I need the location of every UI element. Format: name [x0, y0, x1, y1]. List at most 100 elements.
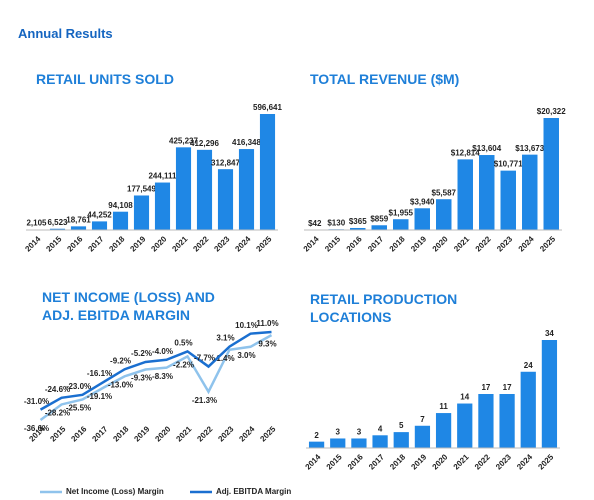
- value-label: -9.2%: [110, 356, 131, 365]
- chart-title: RETAIL PRODUCTION LOCATIONS: [310, 291, 458, 325]
- x-tick-label: 2021: [174, 424, 193, 443]
- series-line: [39, 334, 273, 422]
- value-label: -5.2%: [131, 349, 152, 358]
- value-label: 416,348: [232, 138, 261, 147]
- value-label: -13.0%: [108, 380, 133, 389]
- value-label: $42: [308, 219, 322, 228]
- bar: [308, 441, 325, 448]
- bar: [49, 228, 66, 230]
- x-tick-label: 2022: [473, 452, 492, 471]
- x-tick-label: 2018: [107, 234, 126, 253]
- value-label: 14: [460, 393, 469, 402]
- chart-title: TOTAL REVENUE ($M): [310, 71, 460, 87]
- value-label: -16.1%: [87, 369, 112, 378]
- value-label: -4.0%: [152, 347, 173, 356]
- value-label: $3,940: [410, 197, 435, 206]
- bar: [393, 432, 409, 448]
- value-label: 596,641: [253, 103, 282, 112]
- bar: [541, 340, 558, 448]
- value-label: 6,523: [47, 218, 68, 227]
- value-label: $1,955: [389, 208, 414, 217]
- value-label: 425,237: [169, 136, 198, 145]
- value-label: 3: [336, 428, 341, 437]
- value-label: 9.3%: [258, 339, 276, 348]
- value-label: 1.4%: [216, 354, 234, 363]
- bar: [457, 159, 473, 230]
- value-label: -7.7%: [194, 354, 215, 363]
- bar: [457, 403, 473, 448]
- x-tick-label: 2024: [515, 452, 534, 471]
- value-label: 94,108: [108, 201, 133, 210]
- legend-label: Adj. EBITDA Margin: [216, 487, 291, 496]
- x-tick-label: 2020: [431, 452, 450, 471]
- value-label: $859: [370, 214, 388, 223]
- value-label: 3.1%: [216, 334, 234, 343]
- x-tick-label: 2015: [48, 424, 67, 443]
- legend-label: Net Income (Loss) Margin: [66, 487, 164, 496]
- x-tick-label: 2024: [237, 424, 256, 443]
- bar: [478, 394, 494, 448]
- value-label: -19.1%: [87, 392, 112, 401]
- bar: [238, 149, 255, 230]
- x-tick-label: 2015: [323, 234, 342, 253]
- value-label: -24.6%: [45, 385, 70, 394]
- bar: [196, 149, 213, 230]
- x-tick-label: 2023: [212, 234, 231, 253]
- value-label: 412,296: [190, 139, 219, 148]
- bar: [436, 199, 452, 230]
- x-tick-label: 2019: [128, 234, 147, 253]
- page-title: Annual Results: [18, 26, 113, 41]
- bar: [259, 114, 276, 230]
- value-label: -21.3%: [192, 396, 217, 405]
- x-tick-label: 2021: [170, 234, 189, 253]
- value-label: 2,105: [26, 219, 47, 228]
- x-tick-label: 2015: [325, 452, 344, 471]
- bar: [435, 413, 452, 448]
- value-label: 17: [481, 383, 490, 392]
- x-tick-label: 2019: [409, 234, 428, 253]
- x-tick-label: 2025: [536, 452, 555, 471]
- value-label: 2: [314, 431, 319, 440]
- value-label: 5: [399, 421, 404, 430]
- bar: [414, 425, 431, 448]
- x-tick-label: 2025: [538, 234, 557, 253]
- x-tick-label: 2020: [153, 424, 172, 443]
- bar: [217, 169, 234, 230]
- value-label: 10.1%: [235, 321, 258, 330]
- x-tick-label: 2024: [517, 234, 536, 253]
- bar: [500, 170, 516, 230]
- x-tick-label: 2018: [388, 234, 407, 253]
- value-label: $13,673: [515, 144, 544, 153]
- x-tick-label: 2014: [23, 234, 42, 253]
- x-tick-label: 2017: [90, 424, 109, 443]
- x-tick-label: 2020: [149, 234, 168, 253]
- value-label: 3.0%: [237, 351, 255, 360]
- value-label: 0.5%: [174, 339, 192, 348]
- value-label: $365: [349, 217, 367, 226]
- value-label: $130: [327, 218, 345, 227]
- value-label: 11.0%: [256, 319, 278, 328]
- value-label: 44,252: [87, 211, 112, 220]
- bar: [499, 394, 515, 448]
- x-tick-label: 2022: [195, 424, 214, 443]
- x-tick-label: 2022: [191, 234, 210, 253]
- value-label: -2.2%: [173, 361, 194, 370]
- x-tick-label: 2014: [302, 234, 321, 253]
- value-label: 24: [524, 361, 533, 370]
- x-tick-label: 2015: [44, 234, 63, 253]
- x-tick-label: 2016: [346, 452, 365, 471]
- x-tick-label: 2020: [431, 234, 450, 253]
- value-label: 244,111: [148, 172, 177, 181]
- value-label: 7: [420, 415, 425, 424]
- x-tick-label: 2023: [495, 234, 514, 253]
- value-label: -25.5%: [66, 404, 91, 413]
- value-label: 18,761: [66, 215, 91, 224]
- bar: [175, 147, 192, 230]
- value-label: -28.2%: [45, 409, 70, 418]
- bar: [133, 195, 150, 230]
- value-label: 34: [545, 329, 554, 338]
- bar: [522, 154, 538, 230]
- bar: [393, 219, 409, 230]
